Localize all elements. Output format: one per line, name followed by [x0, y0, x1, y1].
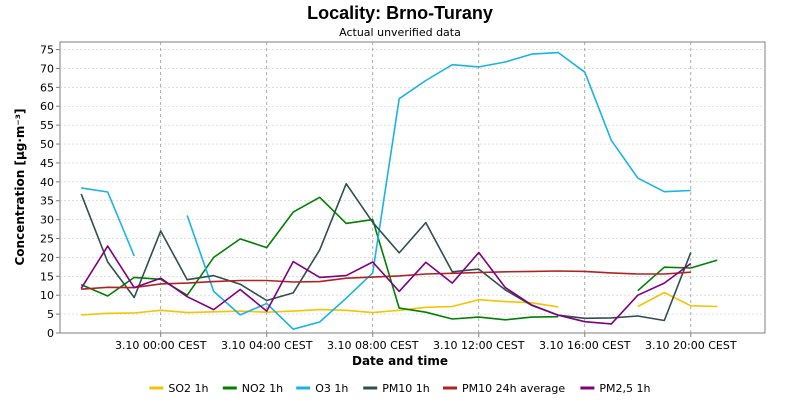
legend: SO2 1h NO2 1h O3 1h PM10 1h PM10 24h average…: [149, 382, 651, 395]
y-tick-label: 55: [40, 119, 54, 132]
chart-title: Locality: Brno-Turany: [307, 3, 493, 23]
series-pm10-1h: [80, 182, 692, 322]
series-pm2-5-1h: [80, 245, 692, 325]
x-tick-label: 3.10 08:00 CEST: [327, 339, 419, 352]
y-tick-label: 5: [47, 308, 54, 321]
legend-label: PM2,5 1h: [599, 382, 650, 395]
series-o3-1h: [81, 51, 691, 331]
x-tick-label: 3.10 20:00 CEST: [645, 339, 737, 352]
y-tick-label: 30: [40, 214, 54, 227]
y-tick-label: 65: [40, 81, 54, 94]
series-line: [80, 245, 692, 325]
legend-label: PM10 24h average: [462, 382, 565, 395]
y-axis-title: Concentration [µg·m⁻³]: [13, 109, 27, 266]
legend-item: SO2 1h: [149, 382, 209, 395]
legend-label: PM10 1h: [382, 382, 430, 395]
series-line: [637, 291, 718, 308]
series-no2-1h: [80, 196, 718, 321]
series-lines: [80, 51, 718, 331]
series-line: [80, 196, 559, 321]
legend-label: O3 1h: [315, 382, 348, 395]
plot-area: [59, 41, 766, 334]
y-axis-ticks: 0 5 10 15 20 25 30 35 40 45 50 55 60 65 70 75: [40, 44, 60, 340]
x-axis-title: Date and time: [352, 354, 448, 368]
series-line: [186, 51, 691, 331]
y-tick-label: 20: [40, 251, 54, 264]
y-tick-label: 25: [40, 233, 54, 246]
series-line: [637, 259, 718, 292]
y-tick-label: 35: [40, 195, 54, 208]
x-tick-label: 3.10 12:00 CEST: [433, 339, 525, 352]
y-tick-label: 70: [40, 62, 54, 75]
y-tick-label: 10: [40, 289, 54, 302]
legend-item: PM10 24h average: [443, 382, 565, 395]
chart-subtitle: Actual unverified data: [339, 26, 461, 39]
y-tick-label: 40: [40, 176, 54, 189]
y-tick-label: 75: [40, 44, 54, 57]
grid: [60, 42, 765, 333]
series-line: [81, 187, 135, 257]
series-line: [80, 182, 692, 322]
legend-label: NO2 1h: [242, 382, 283, 395]
y-tick-label: 60: [40, 100, 54, 113]
y-tick-label: 45: [40, 157, 54, 170]
x-tick-label: 3.10 04:00 CEST: [221, 339, 313, 352]
legend-item: PM2,5 1h: [580, 382, 651, 395]
legend-label: SO2 1h: [168, 382, 208, 395]
x-axis-ticks: 3.10 00:00 CEST 3.10 04:00 CEST 3.10 08:00…: [115, 333, 737, 352]
legend-item: PM10 1h: [363, 382, 430, 395]
y-tick-label: 50: [40, 138, 54, 151]
legend-item: O3 1h: [296, 382, 348, 395]
series-line: [81, 298, 559, 316]
y-tick-label: 15: [40, 270, 54, 283]
y-tick-label: 0: [47, 327, 54, 340]
series-so2-1h: [81, 291, 718, 316]
x-tick-label: 3.10 00:00 CEST: [115, 339, 207, 352]
x-tick-label: 3.10 16:00 CEST: [539, 339, 631, 352]
legend-item: NO2 1h: [222, 382, 283, 395]
